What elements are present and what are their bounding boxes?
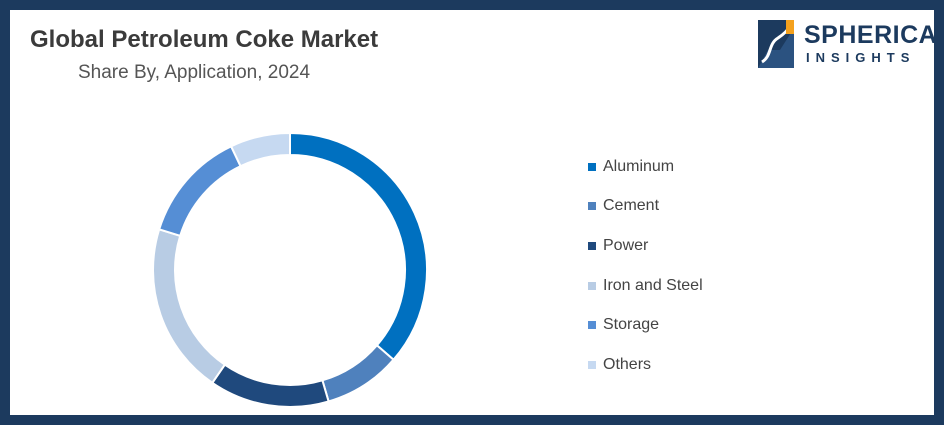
logo-word-insights: INSIGHTS [806, 50, 916, 65]
logo-mark-icon [758, 20, 794, 68]
donut-slice-storage [157, 144, 242, 238]
legend-label: Storage [603, 316, 660, 334]
legend-swatch [588, 162, 596, 171]
chart-title: Global Petroleum Coke Market [30, 26, 379, 53]
chart-subtitle: Share By, Application, 2024 [78, 62, 311, 83]
legend-label: Power [603, 236, 649, 254]
legend-item-power: Power [588, 226, 703, 266]
donut-chart [152, 131, 428, 408]
legend-item-others: Others [588, 345, 703, 385]
legend-item-cement: Cement [588, 187, 703, 227]
donut-slice-aluminum [289, 131, 428, 362]
chart-frame: Global Petroleum Coke Market Share By, A… [10, 10, 944, 415]
chart-legend: Aluminum Cement Power Iron and Steel Storage… [588, 147, 703, 385]
legend-label: Others [603, 355, 652, 373]
donut-slice-others [229, 131, 291, 168]
legend-swatch [588, 360, 596, 369]
logo-word-spherical: SPHERICAL [804, 21, 944, 49]
donut-slice-iron-and-steel [152, 228, 227, 385]
legend-item-iron-and-steel: Iron and Steel [588, 266, 703, 306]
legend-swatch [588, 202, 596, 211]
donut-slice-power [210, 363, 330, 408]
spherical-insights-logo: SPHERICAL INSIGHTS [758, 18, 944, 70]
legend-label: Aluminum [603, 157, 675, 175]
legend-item-storage: Storage [588, 305, 703, 345]
donut-slice-cement [321, 343, 395, 403]
legend-swatch [588, 241, 596, 250]
legend-swatch [588, 281, 596, 290]
legend-label: Iron and Steel [603, 276, 703, 294]
legend-label: Cement [603, 197, 660, 215]
legend-item-aluminum: Aluminum [588, 147, 703, 187]
legend-swatch [588, 321, 596, 330]
